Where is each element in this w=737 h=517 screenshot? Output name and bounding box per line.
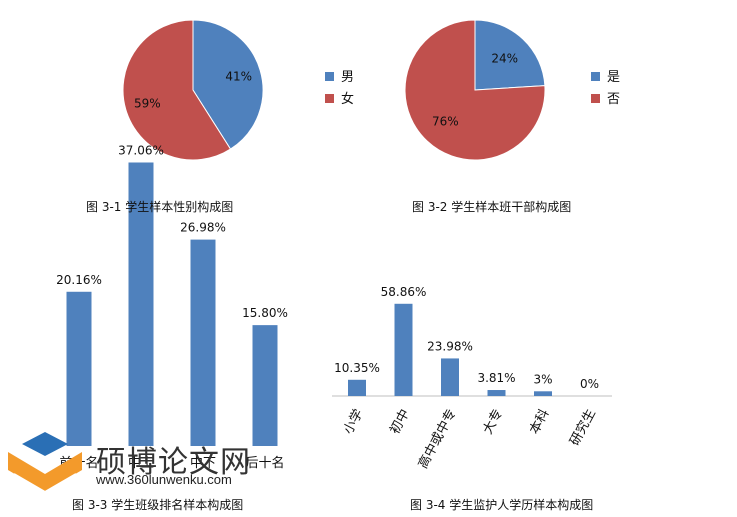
- bar: [534, 391, 552, 396]
- pie-slice-1: [122, 19, 232, 161]
- watermark-logo-icon: [8, 432, 82, 494]
- bar-data-label: 15.80%: [242, 306, 288, 320]
- pie-chart-gender: 41% 59%: [122, 19, 264, 161]
- legend-class-cadre: 是否: [591, 70, 620, 107]
- category-tick-label: 大专: [481, 407, 506, 437]
- legend-swatch: [591, 94, 600, 103]
- pie-data-label: 41%: [225, 70, 252, 84]
- caption-fig-3-1: 图 3-1 学生样本性别构成图: [86, 200, 234, 214]
- legend-label: 男: [341, 70, 354, 85]
- bar-chart-guardian-education: 10.35% 小学 58.86% 初中 23.98% 高中或中专 3.81% 大专 3% 本科 0%…: [332, 285, 612, 471]
- legend-swatch: [325, 72, 334, 81]
- bar-data-label: 10.35%: [334, 361, 380, 375]
- bar-data-label: 23.98%: [427, 339, 473, 353]
- bar: [128, 162, 154, 446]
- category-tick-label: 本科: [527, 407, 552, 437]
- caption-fig-3-4: 图 3-4 学生监护人学历样本构成图: [410, 498, 594, 512]
- legend-swatch: [325, 94, 334, 103]
- category-tick-label: 中下: [190, 456, 216, 471]
- bar-data-label: 26.98%: [180, 221, 226, 235]
- pie-slice-0: [474, 19, 546, 91]
- legend-label: 女: [341, 91, 354, 107]
- category-tick-label: 高中或中专: [415, 406, 460, 471]
- caption-fig-3-3: 图 3-3 学生班级排名样本构成图: [72, 498, 244, 512]
- pie-data-label: 76%: [432, 115, 459, 129]
- bar-data-label: 37.06%: [118, 143, 164, 157]
- watermark-url: www.360lunwenku.com: [96, 472, 232, 487]
- bar: [394, 303, 413, 396]
- pie-chart-class-cadre: 24% 76%: [404, 19, 546, 161]
- legend-label: 否: [607, 92, 620, 107]
- bar-data-label: 3.81%: [477, 371, 515, 385]
- legend-label: 是: [607, 70, 620, 85]
- pie-slice-1: [404, 19, 546, 161]
- category-tick-label: 研究生: [567, 407, 599, 448]
- bar-data-label: 3%: [533, 372, 552, 386]
- watermark-title: 硕博论文网: [96, 445, 251, 480]
- bar: [348, 379, 366, 396]
- bar: [252, 325, 278, 446]
- bar-data-label: 0%: [580, 377, 599, 391]
- category-tick-label: 小学: [340, 406, 366, 436]
- category-tick-label: 中上: [128, 456, 154, 471]
- category-tick-label: 后十名: [245, 455, 284, 471]
- bar: [441, 358, 459, 396]
- pie-data-label: 59%: [134, 96, 161, 110]
- bar: [190, 239, 216, 446]
- caption-fig-3-2: 图 3-2 学生样本班干部构成图: [412, 200, 572, 214]
- legend-swatch: [591, 72, 600, 81]
- bar: [487, 390, 506, 396]
- pie-data-label: 24%: [491, 51, 518, 65]
- bar-data-label: 58.86%: [381, 285, 427, 299]
- legend-gender: 男女: [325, 70, 354, 107]
- category-tick-label: 初中: [388, 407, 413, 437]
- bar-data-label: 20.16%: [56, 273, 102, 287]
- bar: [66, 291, 92, 446]
